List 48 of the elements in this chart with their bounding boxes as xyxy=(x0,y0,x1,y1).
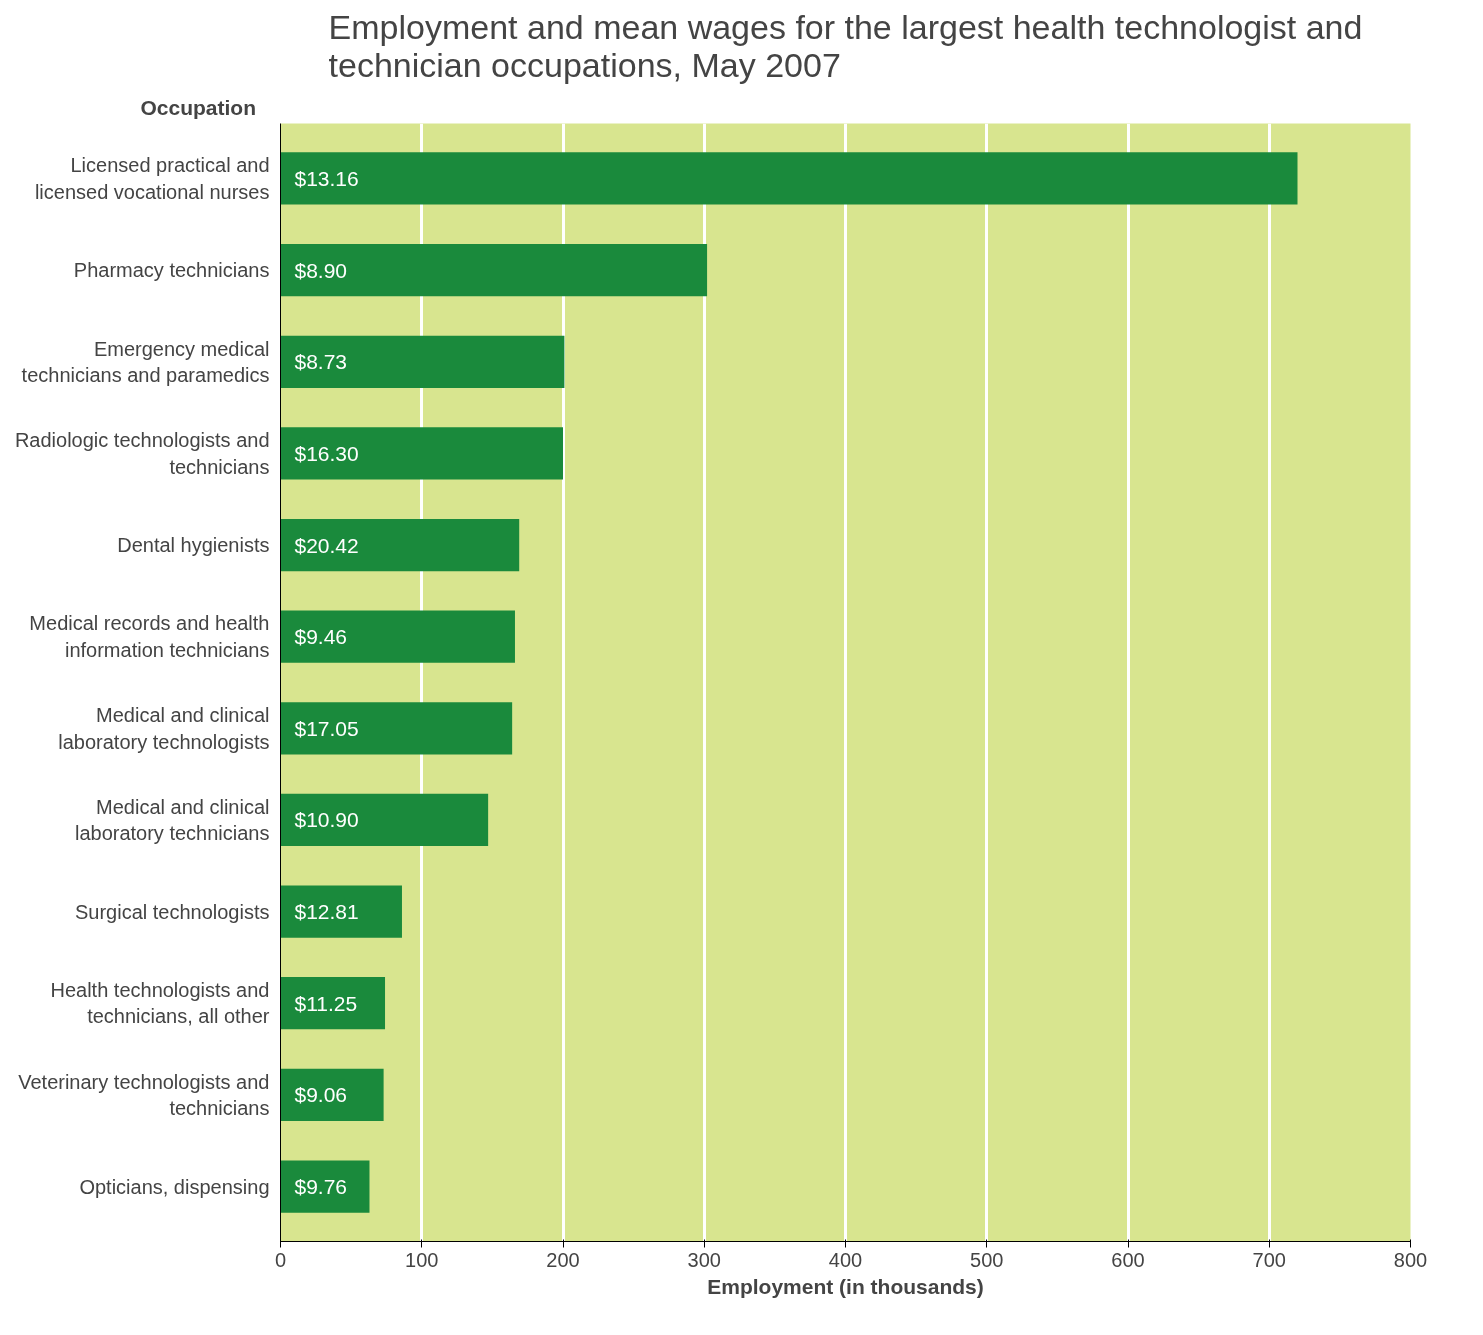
x-tick-label: 700 xyxy=(1252,1248,1286,1271)
bar xyxy=(280,702,513,755)
x-tick-label: 100 xyxy=(405,1248,439,1271)
annotation: $20.42 xyxy=(294,533,359,557)
annotation: $12.81 xyxy=(294,900,359,924)
bar xyxy=(280,335,565,388)
y-tick-label: Health technologists and technicians, all other xyxy=(50,979,270,1028)
annotation: $8.90 xyxy=(294,258,348,282)
bar xyxy=(280,1068,384,1121)
annotation: $17.05 xyxy=(294,716,359,740)
x-tick-label: 0 xyxy=(274,1248,287,1271)
y-tick-label: Surgical technologists xyxy=(74,900,270,923)
bar xyxy=(280,610,515,663)
y-tick-label: Medical records and health information technicians xyxy=(29,612,270,661)
y-tick-label: Opticians, dispensing xyxy=(79,1175,270,1198)
bar xyxy=(280,977,386,1030)
y-tick-label: Radiologic technologists and technicians xyxy=(14,429,270,478)
y-tick-label: Pharmacy technicians xyxy=(73,259,270,282)
x-tick-label: 300 xyxy=(687,1248,721,1271)
y-tick-label: Veterinary technologists and technicians xyxy=(18,1070,270,1120)
y-tick-label: Licensed practical and licensed vocational nurses xyxy=(34,154,270,203)
bar xyxy=(280,885,402,938)
bar xyxy=(280,793,489,847)
annotation: $9.76 xyxy=(294,1175,348,1199)
annotation: $9.46 xyxy=(294,625,348,649)
bar xyxy=(280,1160,370,1213)
x-axis-title: Employment (in thousands) xyxy=(707,1274,984,1298)
bar xyxy=(280,427,563,480)
x-tick-label: 800 xyxy=(1393,1248,1428,1271)
annotation: $8.73 xyxy=(294,350,348,374)
annotation: $9.06 xyxy=(294,1083,348,1107)
chart-title: Employment and mean wages for the largest health technologist and technician occupations, May 2007 xyxy=(328,7,1363,84)
annotation: $10.90 xyxy=(294,808,359,832)
y-tick-label: Dental hygienists xyxy=(117,534,270,557)
y-axis-title: Occupation xyxy=(140,95,257,119)
annotation: $11.25 xyxy=(294,991,358,1015)
x-tick-label: 400 xyxy=(828,1248,863,1271)
bar xyxy=(280,152,1298,205)
y-tick-label: Emergency medical technicians and paramedics xyxy=(21,337,270,386)
bar xyxy=(280,518,520,572)
annotation: $13.16 xyxy=(294,166,359,190)
y-tick-label: Medical and clinical laboratory technologists xyxy=(58,704,270,753)
bar xyxy=(280,244,708,297)
x-tick-label: 600 xyxy=(1111,1248,1145,1271)
x-tick-label: 200 xyxy=(546,1248,580,1271)
annotation: $16.30 xyxy=(294,441,359,465)
y-tick-label: Medical and clinical laboratory technicians xyxy=(74,795,270,845)
x-tick-label: 500 xyxy=(970,1248,1004,1271)
